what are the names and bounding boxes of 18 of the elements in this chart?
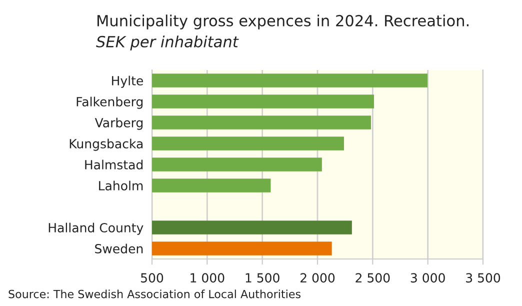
y-tick-label: Laholm — [99, 180, 143, 190]
source-note: Source: The Swedish Association of Local Authorities — [8, 290, 300, 298]
x-tick-label: 2 000 — [300, 273, 335, 283]
chart-title: Municipality gross expences in 2024. Recreation. — [98, 14, 468, 30]
y-tick-label: Halmstad — [85, 160, 143, 170]
x-tick-label: 1 000 — [190, 273, 224, 283]
x-tick-label: 3 000 — [410, 273, 445, 283]
y-tick-label: Hylte — [112, 76, 143, 88]
y-tick-label: Sweden — [95, 244, 143, 254]
y-tick-label: Halland County — [48, 222, 144, 235]
x-tick-label: 3 500 — [466, 273, 500, 283]
chart-subtitle: SEK per inhabitant — [96, 36, 239, 50]
y-tick-label: Varberg — [94, 118, 143, 130]
x-tick-label: 2 500 — [356, 273, 390, 283]
x-tick-label: 500 — [141, 273, 164, 283]
y-tick-label: Falkenberg — [76, 96, 143, 109]
x-tick-label: 1 500 — [246, 273, 280, 283]
y-tick-label: Kungsbacka — [70, 138, 143, 151]
